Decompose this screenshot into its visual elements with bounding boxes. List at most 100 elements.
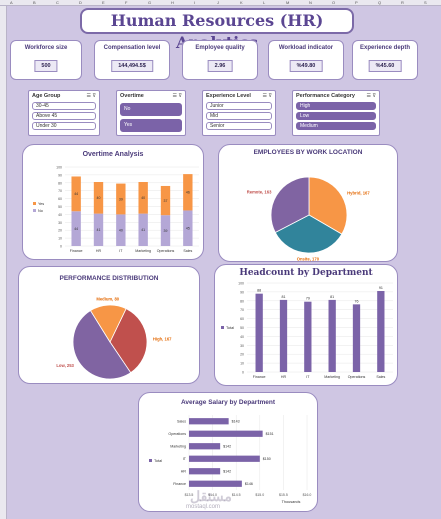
pie-data-label: Medium, 80 [96,297,119,302]
column-letter: I [194,0,196,5]
column-letter: J [217,0,219,5]
x-tick-label: $13.5 [185,493,194,497]
bar-segment [116,183,126,215]
pie-slice [89,304,127,343]
data-label: 91 [379,286,383,290]
slicer-overtime[interactable]: Overtime ☰ ⊽ No Yes [116,90,186,136]
slicer-item[interactable]: Medium [296,122,376,130]
y-tick-label: 40 [58,213,62,217]
row-header-bar [0,6,7,519]
slicer-item[interactable]: Mid [206,112,272,120]
x-tick-label: HR [96,249,102,253]
y-tick-label: 40 [240,335,244,339]
bar-segment [93,213,104,246]
multi-select-filter-icon[interactable]: ☰ ⊽ [262,93,272,99]
chart-title: Average Salary by Department [180,399,276,406]
legend-label: No [38,209,43,213]
slicer-item[interactable]: 30-45 [32,102,96,110]
slicer-item[interactable]: High [296,102,376,110]
slicer-item[interactable]: Under 30 [32,122,96,130]
kpi-card-compensation: Compensation level 144,494.5$ [94,40,170,80]
bar-segment [138,213,148,246]
watermark-url: mostaql.com [186,504,221,510]
kpi-label: Compensation level [103,45,161,51]
panel-average-salary: Average Salary by Department $13.5 $14.0 $… [138,392,318,512]
data-label: 81 [330,295,334,299]
x-tick-label: IT [119,249,123,253]
x-tick-label: $14.0 [208,493,217,497]
slicer-item[interactable]: No [120,103,182,116]
data-label: $150 [263,457,271,461]
pie-data-label: Hybrid, 167 [347,191,370,196]
column-letter: E [102,0,105,5]
bar-segment [183,174,193,211]
y-tick-label: 0 [242,371,244,375]
multi-select-filter-icon[interactable]: ☰ ⊽ [366,93,376,99]
chart-title: PERFORMANCE DISTRIBUTION [59,275,159,282]
y-tick-label: 100 [56,166,62,170]
multi-select-filter-icon[interactable]: ☰ ⊽ [86,93,96,99]
slicer-item[interactable]: Above 45 [32,112,96,120]
legend-label: Yes [38,202,44,206]
slicer-item[interactable]: Yes [120,119,182,132]
kpi-value: 500 [34,60,58,72]
headcount-bar-chart: 0 10 20 30 40 50 60 70 80 90 100 88 Finance 81 HR 79 IT 8… [221,282,393,379]
multi-select-filter-icon[interactable]: ☰ ⊽ [172,93,182,99]
bar [279,299,288,372]
column-letter: G [148,0,152,5]
data-label: $146 [245,482,253,486]
data-label: 39 [164,229,168,233]
kpi-label: Employee quality [195,45,245,51]
kpi-card-workforce: Workforce size 500 [10,40,82,80]
column-letter: M [286,0,290,5]
slicer-item[interactable]: Junior [206,102,272,110]
y-tick-label: 60 [240,317,244,321]
bar [189,430,263,437]
x-tick-label: Sales [183,249,192,253]
chart-title: Headcount by Department [239,268,373,278]
y-tick-label: 70 [240,308,244,312]
legend-swatch [221,326,224,329]
slicer-item[interactable]: Senior [206,122,272,130]
data-label: 41 [97,228,101,232]
data-label: 40 [97,196,101,200]
performance-pie-chart: High, 167 Low, 253 Medium, 80 [56,297,172,380]
pie-slice [308,176,348,235]
x-axis-title: Thousands [282,500,301,504]
data-label: 81 [282,295,286,299]
slicer-title: Experience Level [206,93,251,99]
slicer-experience-level[interactable]: Experience Level ☰ ⊽ Junior Mid Senior [202,90,276,136]
bar [189,443,221,450]
bar [189,480,242,487]
legend-label: Total [154,459,162,463]
watermark-logo: مستقل [190,488,232,504]
x-tick-label: $16.0 [303,493,312,497]
chart-title: Overtime Analysis [82,151,144,158]
panel-overtime-analysis: Overtime Analysis 0 10 20 30 40 50 60 70 80 90 100… [22,144,204,260]
data-label: 46 [186,191,190,195]
y-tick-label: Operations [168,432,186,436]
bar [255,293,263,372]
y-tick-label: IT [183,457,187,461]
column-letter: B [33,0,36,5]
y-tick-label: 10 [58,237,62,241]
pie-slice [270,176,310,234]
bar-segment [71,211,81,246]
slicer-age-group[interactable]: Age Group ☰ ⊽ 30-45 Above 45 Under 30 [28,90,100,136]
column-letter: S [424,0,427,5]
data-label: 37 [164,199,168,203]
bar [352,304,361,372]
bar [328,299,336,372]
data-label: 40 [141,196,145,200]
y-tick-label: 80 [58,181,62,185]
column-letter: D [79,0,82,5]
slicer-performance-category[interactable]: Performance Category ☰ ⊽ High Low Medium [292,90,380,136]
y-tick-label: HR [181,470,187,474]
pie-slice [274,214,343,254]
y-tick-label: Marketing [170,445,186,449]
column-letter: C [56,0,59,5]
bar-segment [71,176,81,212]
kpi-value: %45.60 [368,60,402,72]
slicer-item[interactable]: Low [296,112,376,120]
bar [189,418,229,425]
